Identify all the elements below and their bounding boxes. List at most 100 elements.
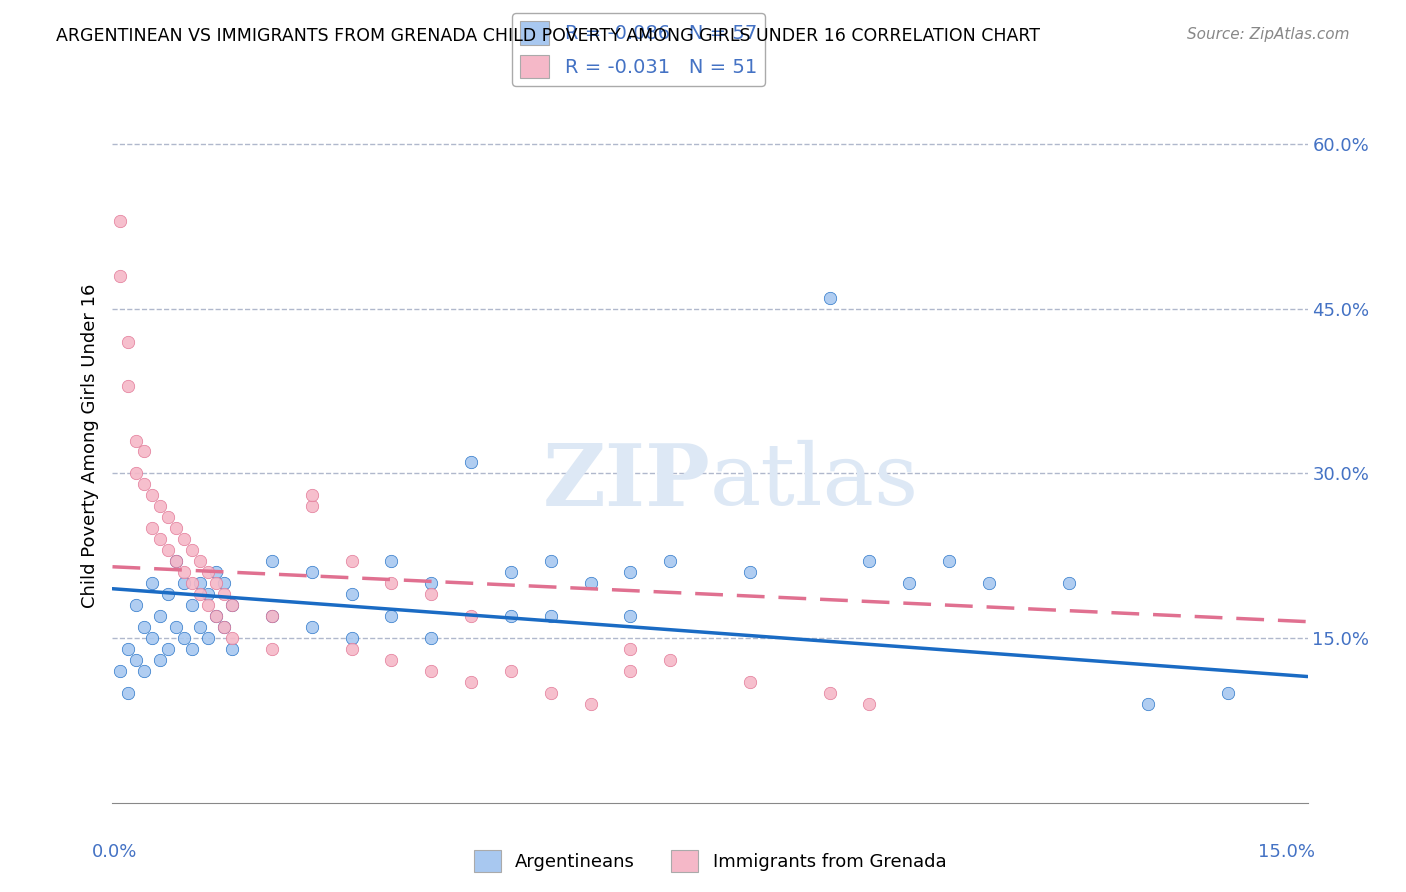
- Point: [181, 543, 204, 558]
- Point: [420, 664, 443, 678]
- Point: [619, 664, 641, 678]
- Point: [149, 500, 172, 514]
- Point: [540, 554, 562, 568]
- Point: [205, 609, 228, 624]
- Point: [340, 631, 363, 645]
- Point: [301, 566, 323, 580]
- Point: [619, 566, 641, 580]
- Point: [420, 631, 443, 645]
- Point: [125, 653, 148, 667]
- Point: [165, 521, 187, 535]
- Point: [301, 500, 323, 514]
- Text: atlas: atlas: [710, 440, 920, 524]
- Point: [579, 576, 602, 591]
- Point: [141, 488, 163, 502]
- Point: [540, 686, 562, 700]
- Point: [165, 554, 187, 568]
- Point: [110, 214, 132, 228]
- Point: [221, 631, 243, 645]
- Point: [858, 697, 880, 711]
- Point: [141, 631, 163, 645]
- Point: [977, 576, 1000, 591]
- Point: [197, 631, 219, 645]
- Point: [260, 642, 283, 657]
- Point: [181, 598, 204, 612]
- Point: [579, 697, 602, 711]
- Text: 15.0%: 15.0%: [1257, 843, 1315, 861]
- Text: ARGENTINEAN VS IMMIGRANTS FROM GRENADA CHILD POVERTY AMONG GIRLS UNDER 16 CORREL: ARGENTINEAN VS IMMIGRANTS FROM GRENADA C…: [56, 27, 1040, 45]
- Point: [301, 620, 323, 634]
- Point: [181, 576, 204, 591]
- Point: [141, 521, 163, 535]
- Point: [117, 378, 139, 392]
- Point: [340, 554, 363, 568]
- Point: [110, 268, 132, 283]
- Point: [157, 510, 180, 524]
- Point: [165, 554, 187, 568]
- Point: [260, 609, 283, 624]
- Point: [659, 653, 682, 667]
- Point: [858, 554, 880, 568]
- Point: [499, 664, 522, 678]
- Point: [221, 642, 243, 657]
- Point: [301, 488, 323, 502]
- Point: [212, 620, 235, 634]
- Point: [619, 609, 641, 624]
- Text: ZIP: ZIP: [543, 440, 710, 524]
- Point: [540, 609, 562, 624]
- Point: [619, 642, 641, 657]
- Point: [1216, 686, 1239, 700]
- Point: [181, 642, 204, 657]
- Point: [460, 609, 482, 624]
- Point: [938, 554, 960, 568]
- Point: [197, 598, 219, 612]
- Point: [117, 334, 139, 349]
- Point: [212, 587, 235, 601]
- Point: [157, 587, 180, 601]
- Point: [212, 620, 235, 634]
- Point: [380, 609, 402, 624]
- Point: [460, 455, 482, 469]
- Point: [818, 686, 841, 700]
- Point: [110, 664, 132, 678]
- Point: [157, 642, 180, 657]
- Point: [149, 609, 172, 624]
- Point: [420, 576, 443, 591]
- Point: [117, 686, 139, 700]
- Point: [149, 653, 172, 667]
- Point: [260, 554, 283, 568]
- Point: [134, 477, 156, 491]
- Point: [188, 620, 211, 634]
- Point: [221, 598, 243, 612]
- Point: [340, 587, 363, 601]
- Point: [1057, 576, 1080, 591]
- Point: [420, 587, 443, 601]
- Point: [205, 609, 228, 624]
- Text: Source: ZipAtlas.com: Source: ZipAtlas.com: [1187, 27, 1350, 42]
- Point: [499, 566, 522, 580]
- Point: [173, 576, 195, 591]
- Point: [134, 444, 156, 458]
- Point: [380, 653, 402, 667]
- Point: [221, 598, 243, 612]
- Point: [188, 576, 211, 591]
- Point: [738, 675, 761, 690]
- Point: [380, 576, 402, 591]
- Point: [212, 576, 235, 591]
- Point: [125, 434, 148, 448]
- Point: [188, 587, 211, 601]
- Point: [188, 554, 211, 568]
- Point: [1137, 697, 1160, 711]
- Point: [205, 576, 228, 591]
- Point: [380, 554, 402, 568]
- Point: [340, 642, 363, 657]
- Point: [117, 642, 139, 657]
- Point: [460, 675, 482, 690]
- Point: [659, 554, 682, 568]
- Point: [173, 631, 195, 645]
- Point: [134, 664, 156, 678]
- Point: [818, 291, 841, 305]
- Point: [499, 609, 522, 624]
- Point: [173, 566, 195, 580]
- Point: [260, 609, 283, 624]
